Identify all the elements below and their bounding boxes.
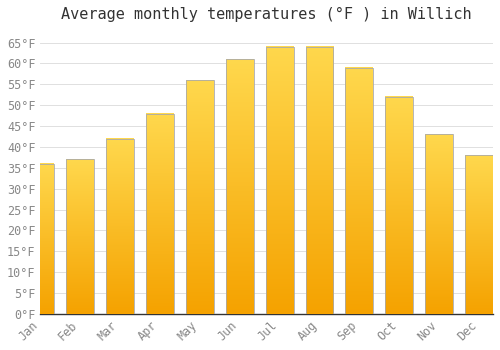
Title: Average monthly temperatures (°F ) in Willich: Average monthly temperatures (°F ) in Wi… xyxy=(62,7,472,22)
